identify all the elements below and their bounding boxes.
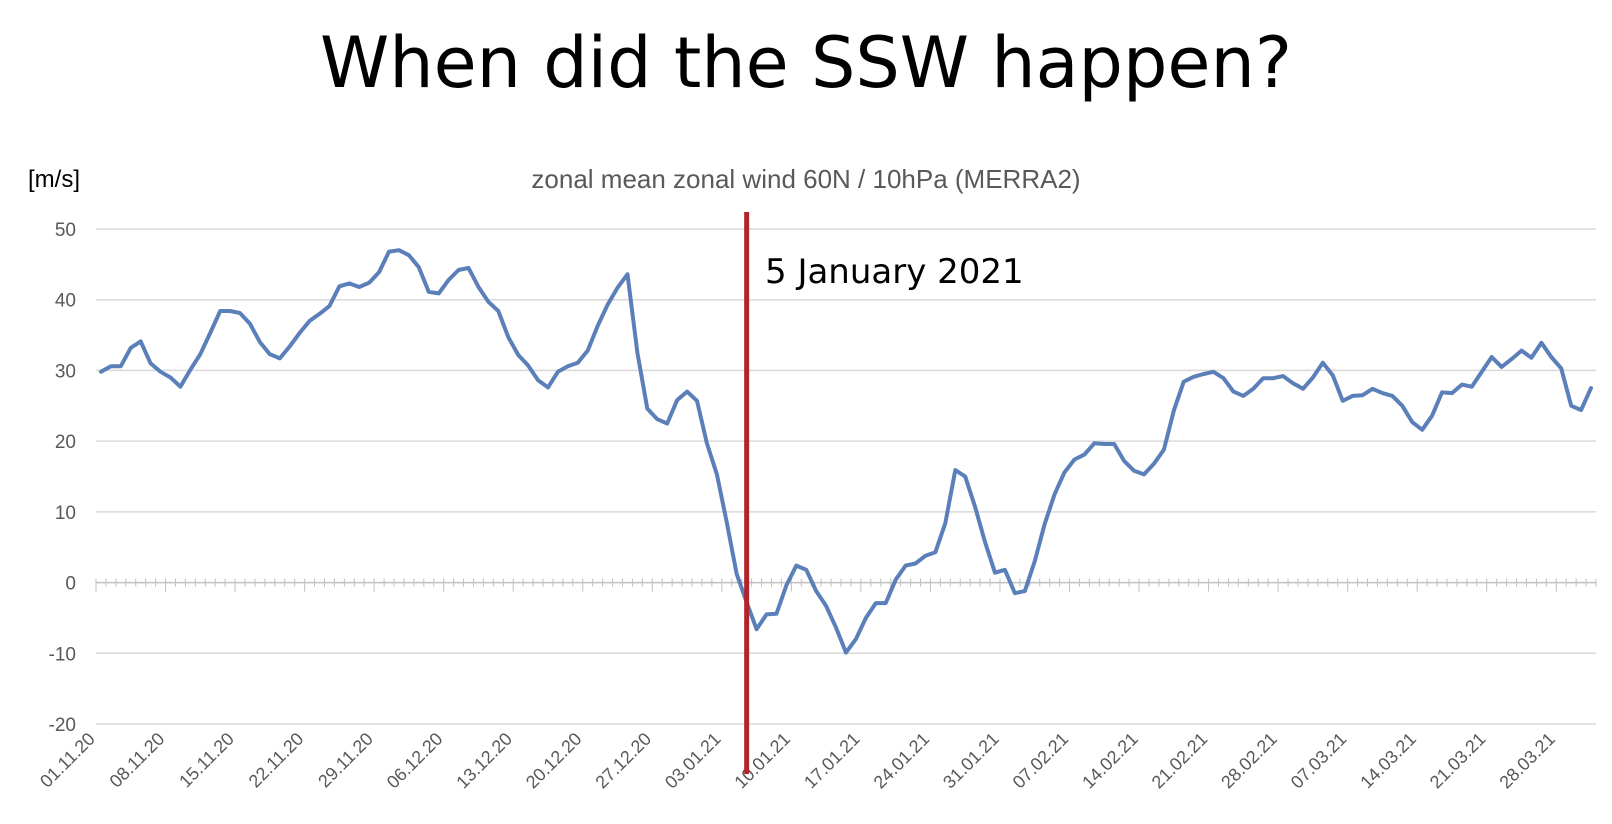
- y-tick-label: 30: [55, 361, 76, 382]
- series-layer: [99, 248, 1593, 655]
- x-tick-label: 24.01.21: [870, 729, 934, 793]
- y-tick-label: -20: [49, 715, 76, 736]
- x-axis-tick-labels: 01.11.20 08.11.20 15.11.20 22.11.20 29.11.20…: [36, 729, 1559, 793]
- x-tick-label: 28.02.21: [1217, 729, 1281, 793]
- x-tick-label: 14.02.21: [1078, 729, 1142, 793]
- y-axis-unit-label: [m/s]: [28, 166, 80, 193]
- x-tick-label: 17.01.21: [800, 729, 864, 793]
- x-tick-label: 15.11.20: [175, 729, 238, 792]
- x-tick-label: 03.01.21: [661, 729, 725, 793]
- x-axis: [95, 578, 1597, 592]
- series-line: [99, 248, 1593, 655]
- x-tick-label: 21.02.21: [1148, 729, 1212, 793]
- x-tick-label: 08.11.20: [106, 729, 169, 792]
- x-tick-label: 13.12.20: [452, 729, 516, 793]
- x-tick-label: 31.01.21: [939, 729, 1003, 793]
- x-tick-label: 10.01.21: [730, 729, 794, 793]
- y-axis-ticks: 50 40 30 20 10 0 -10 -20: [49, 220, 76, 736]
- x-tick-label: 29.11.20: [314, 729, 377, 792]
- x-tick-label: 06.12.20: [383, 729, 447, 793]
- x-tick-label: 07.03.21: [1287, 729, 1351, 793]
- x-tick-label: 01.11.20: [36, 729, 99, 792]
- x-tick-label: 22.11.20: [245, 729, 308, 792]
- x-tick-label: 14.03.21: [1356, 729, 1420, 793]
- y-tick-label: -10: [49, 644, 76, 665]
- ssw-date-annotation: 5 January 2021: [765, 252, 1024, 292]
- y-tick-label: 0: [65, 574, 76, 595]
- x-tick-label: 07.02.21: [1009, 729, 1073, 793]
- y-tick-label: 40: [55, 291, 76, 312]
- x-tick-label: 28.03.21: [1495, 729, 1559, 793]
- slide-title: When did the SSW happen?: [319, 22, 1292, 104]
- gridlines: [96, 228, 1596, 725]
- x-tick-label: 27.12.20: [591, 729, 655, 793]
- y-tick-label: 50: [55, 220, 76, 241]
- y-tick-label: 20: [55, 432, 76, 453]
- x-tick-label: 20.12.20: [522, 729, 586, 793]
- y-tick-label: 10: [55, 503, 76, 524]
- chart-title: zonal mean zonal wind 60N / 10hPa (MERRA…: [531, 164, 1081, 194]
- x-tick-label: 21.03.21: [1426, 729, 1490, 793]
